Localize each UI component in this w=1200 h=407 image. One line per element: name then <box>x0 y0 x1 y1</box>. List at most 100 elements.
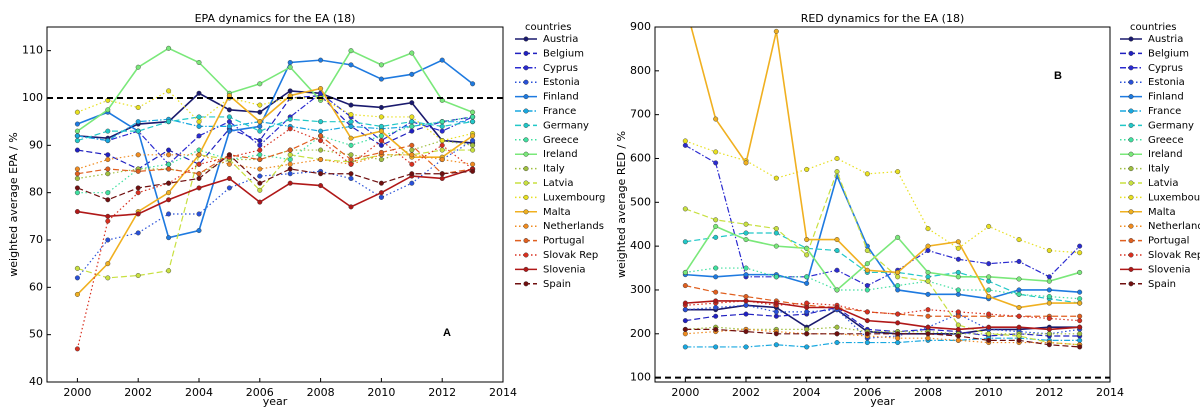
series-group <box>74 45 476 352</box>
data-point <box>804 344 810 350</box>
data-point <box>1016 313 1022 319</box>
legend-label: Ireland <box>1148 149 1183 160</box>
data-point <box>166 235 172 241</box>
data-point <box>895 234 901 240</box>
data-point <box>287 157 293 163</box>
data-point <box>348 142 354 148</box>
legend-label: Italy <box>543 164 565 175</box>
data-point <box>74 133 80 139</box>
data-point <box>318 86 324 92</box>
data-point <box>986 274 992 280</box>
data-point <box>1077 296 1083 302</box>
data-point <box>773 226 779 232</box>
data-point <box>135 211 141 217</box>
series-line <box>684 225 1080 292</box>
data-point <box>470 109 476 115</box>
data-point <box>682 307 688 313</box>
data-point <box>105 152 111 158</box>
data-point <box>864 267 870 273</box>
legend-marker <box>1128 65 1134 71</box>
data-point <box>864 331 870 337</box>
data-point <box>804 252 810 258</box>
data-point <box>257 128 263 134</box>
data-point <box>1016 304 1022 310</box>
data-point <box>439 119 445 125</box>
data-point <box>743 311 749 317</box>
legend-title: countries <box>525 22 571 33</box>
data-point <box>409 171 415 177</box>
y-tick-label: 400 <box>630 239 651 252</box>
plot-frame <box>46 26 504 383</box>
data-point <box>713 223 719 229</box>
data-point <box>257 109 263 115</box>
data-point <box>743 230 749 236</box>
data-point <box>682 269 688 275</box>
data-point <box>955 274 961 280</box>
legend-label: Slovak Rep <box>543 250 598 261</box>
data-point <box>348 102 354 108</box>
data-point <box>773 274 779 280</box>
data-point <box>74 147 80 153</box>
data-point <box>257 187 263 193</box>
legend-marker <box>523 151 529 157</box>
legend-marker <box>1128 36 1134 42</box>
data-point <box>713 326 719 332</box>
data-point <box>348 175 354 181</box>
data-point <box>166 197 172 203</box>
data-point <box>1046 331 1052 337</box>
data-point <box>196 123 202 129</box>
data-point <box>1046 278 1052 284</box>
data-point <box>135 185 141 191</box>
data-point <box>439 57 445 63</box>
data-point <box>682 326 688 332</box>
x-tick-label: 2002 <box>124 386 152 399</box>
data-point <box>1046 248 1052 254</box>
legend-marker <box>523 266 529 272</box>
data-point <box>834 304 840 310</box>
data-point <box>348 152 354 158</box>
series-line <box>685 304 1080 339</box>
data-point <box>955 269 961 275</box>
y-tick-label: 90 <box>29 138 43 151</box>
data-point <box>955 291 961 297</box>
series-line <box>77 116 473 142</box>
data-point <box>864 340 870 346</box>
plot-area <box>47 27 503 382</box>
plot-frame <box>654 26 1111 383</box>
data-point <box>743 272 749 278</box>
data-point <box>986 261 992 267</box>
data-point <box>864 261 870 267</box>
data-point <box>74 175 80 181</box>
data-point <box>1016 333 1022 339</box>
data-point <box>439 123 445 129</box>
chart-title: EPA dynamics for the EA (18) <box>195 12 356 25</box>
data-point <box>834 340 840 346</box>
data-point <box>135 190 141 196</box>
data-point <box>1046 315 1052 321</box>
series-line <box>685 337 1080 348</box>
legend-marker <box>1128 223 1134 229</box>
data-point <box>682 138 688 144</box>
data-point <box>318 119 324 125</box>
data-point <box>895 340 901 346</box>
data-point <box>196 161 202 167</box>
legend-marker <box>523 281 529 287</box>
data-point <box>378 138 384 144</box>
data-point <box>804 304 810 310</box>
data-point <box>1046 326 1052 332</box>
data-point <box>378 142 384 148</box>
data-point <box>348 204 354 210</box>
legend-marker <box>1128 281 1134 287</box>
panel-label: B <box>1054 70 1062 82</box>
legend-label: Italy <box>1148 164 1170 175</box>
data-point <box>226 128 232 134</box>
data-point <box>713 274 719 280</box>
x-tick-label: 2000 <box>63 386 91 399</box>
data-point <box>74 185 80 191</box>
data-point <box>409 114 415 120</box>
data-point <box>378 149 384 155</box>
legend-marker <box>1128 79 1134 85</box>
data-point <box>166 161 172 167</box>
x-axis-label: year <box>870 395 895 407</box>
